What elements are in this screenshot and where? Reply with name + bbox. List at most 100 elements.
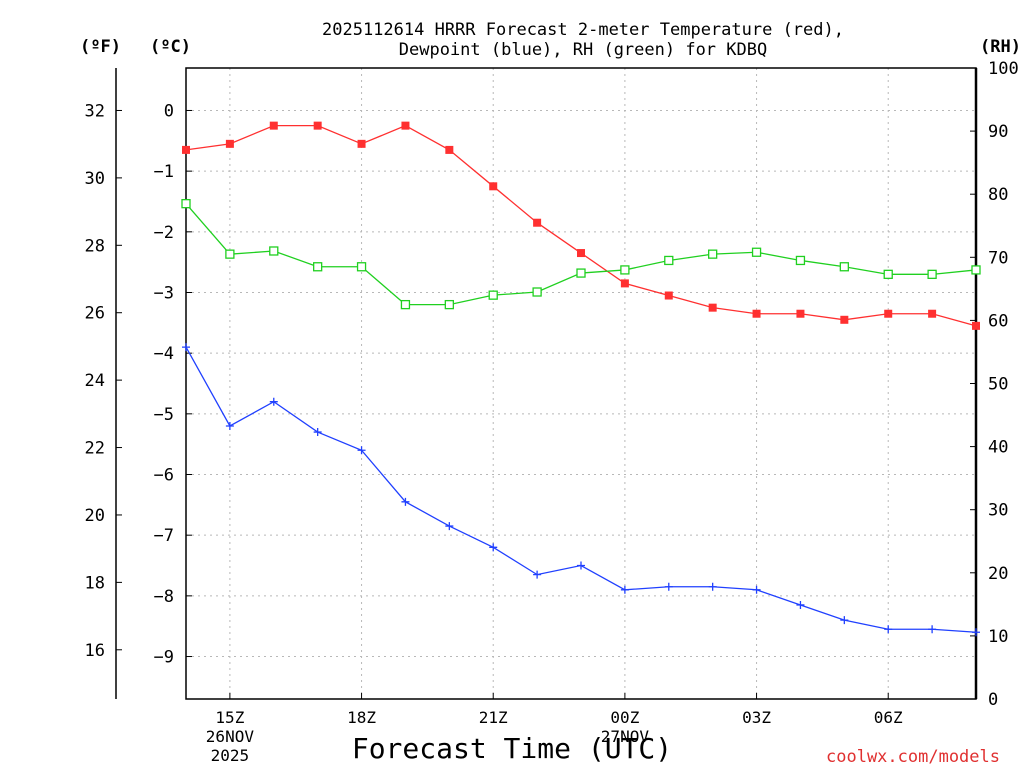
dewpoint-point — [972, 628, 980, 637]
rh-tick-label: 10 — [988, 627, 1008, 647]
fahrenheit-tick-label: 18 — [85, 573, 105, 593]
chart-title: 2025112614 HRRR Forecast 2-meter Tempera… — [322, 20, 844, 40]
celsius-tick-label: −1 — [154, 162, 174, 182]
rh-point — [532, 287, 542, 297]
celsius-unit-label: (ºC) — [150, 37, 191, 57]
dewpoint-point — [533, 570, 542, 579]
fahrenheit-tick-label: 28 — [85, 236, 105, 256]
dewpoint-point — [664, 582, 673, 591]
temperature-point — [928, 309, 937, 318]
credit-text: coolwx.com/models — [826, 747, 1000, 767]
temperature-point — [357, 139, 366, 148]
fahrenheit-tick-label: 26 — [85, 304, 105, 324]
temperature-point — [664, 291, 673, 300]
fahrenheit-tick-label: 22 — [85, 439, 105, 459]
dewpoint-point — [489, 543, 498, 552]
x-tick-label: 03Z — [742, 708, 771, 727]
x-tick-date: 26NOV — [206, 727, 255, 746]
fahrenheit-tick-label: 16 — [85, 641, 105, 661]
fahrenheit-tick-label: 32 — [85, 101, 105, 121]
rh-tick-label: 70 — [988, 248, 1008, 268]
x-tick-label: 00Z — [610, 708, 639, 727]
celsius-tick-label: −4 — [154, 344, 174, 364]
dewpoint-point — [708, 582, 717, 591]
rh-tick-label: 40 — [988, 438, 1008, 458]
rh-point — [664, 255, 674, 266]
rh-tick-label: 90 — [988, 122, 1008, 142]
rh-tick-label: 50 — [988, 375, 1008, 395]
fahrenheit-tick-label: 20 — [85, 506, 105, 526]
dewpoint-point — [445, 522, 454, 531]
fahrenheit-tick-label: 30 — [85, 169, 105, 189]
dewpoint-point — [357, 446, 366, 455]
temperature-point — [489, 182, 498, 191]
x-tick-date: 27NOV — [601, 727, 650, 746]
temperature-line — [185, 124, 977, 327]
x-tick-label: 06Z — [874, 708, 903, 727]
dewpoint-point — [840, 616, 849, 625]
rh-point — [181, 199, 191, 209]
fahrenheit-unit-label: (ºF) — [80, 37, 121, 57]
celsius-tick-label: −7 — [154, 526, 174, 546]
rh-point — [708, 249, 718, 259]
celsius-tick-label: −5 — [154, 405, 174, 425]
dewpoint-line — [185, 346, 977, 633]
rh-point — [883, 269, 893, 279]
rh-tick-label: 30 — [988, 501, 1008, 521]
rh-tick-label: 60 — [988, 311, 1008, 331]
dewpoint-point — [620, 585, 629, 594]
rh-tick-label: 100 — [988, 59, 1019, 79]
x-axis-title: Forecast Time (UTC) — [352, 732, 672, 765]
temperature-point — [972, 321, 980, 330]
grid — [186, 68, 976, 699]
celsius-tick-label: −8 — [154, 587, 174, 607]
rh-point — [839, 262, 849, 272]
rh-point — [751, 247, 762, 257]
temperature-point — [401, 121, 410, 130]
x-tick-year: 2025 — [211, 746, 250, 765]
dewpoint-point — [752, 585, 761, 594]
temperature-point — [533, 218, 542, 227]
rh-tick-label: 20 — [988, 564, 1008, 584]
fahrenheit-tick-label: 24 — [85, 371, 105, 391]
rh-point — [400, 299, 411, 310]
rh-point — [356, 262, 367, 272]
temperature-point — [225, 139, 234, 148]
temperature-point — [577, 249, 585, 258]
plot-frame — [185, 67, 977, 700]
rh-point — [313, 262, 323, 272]
dewpoint-point — [796, 600, 805, 609]
celsius-tick-label: −6 — [154, 466, 174, 486]
temperature-point — [313, 121, 322, 130]
series — [181, 121, 981, 637]
rh-point — [927, 269, 937, 279]
dewpoint-point — [884, 625, 893, 634]
dewpoint-point — [313, 428, 322, 437]
temperature-point — [840, 315, 849, 324]
rh-point — [269, 246, 279, 256]
rh-point — [444, 299, 454, 310]
temperature-point — [708, 303, 717, 312]
temperature-point — [269, 121, 278, 130]
x-tick-label: 15Z — [215, 708, 244, 727]
rh-tick-label: 80 — [988, 185, 1008, 205]
rh-point — [971, 265, 981, 275]
temperature-point — [752, 309, 761, 318]
temperature-point — [796, 309, 805, 318]
temperature-point — [445, 145, 454, 154]
rh-point — [488, 290, 498, 300]
x-tick-label: 18Z — [347, 708, 376, 727]
axes: 0 −1 −2 −3 −4 −5 −6 −7 −8 −9 32 30 28 26 24 22 20 18 16 0 10… — [85, 59, 1019, 765]
dewpoint-point — [401, 497, 410, 506]
celsius-tick-label: −3 — [154, 283, 174, 303]
rh-point — [795, 255, 806, 266]
dewpoint-point — [577, 561, 585, 570]
dewpoint-point — [225, 421, 234, 430]
chart-subtitle: Dewpoint (blue), RH (green) for KDBQ — [399, 40, 767, 60]
rh-tick-label: 0 — [988, 690, 998, 710]
x-tick-label: 21Z — [479, 708, 508, 727]
rh-unit-label: (RH) — [980, 37, 1021, 57]
rh-point — [225, 249, 235, 259]
rh-point — [620, 265, 630, 275]
celsius-tick-label: −2 — [154, 223, 174, 243]
